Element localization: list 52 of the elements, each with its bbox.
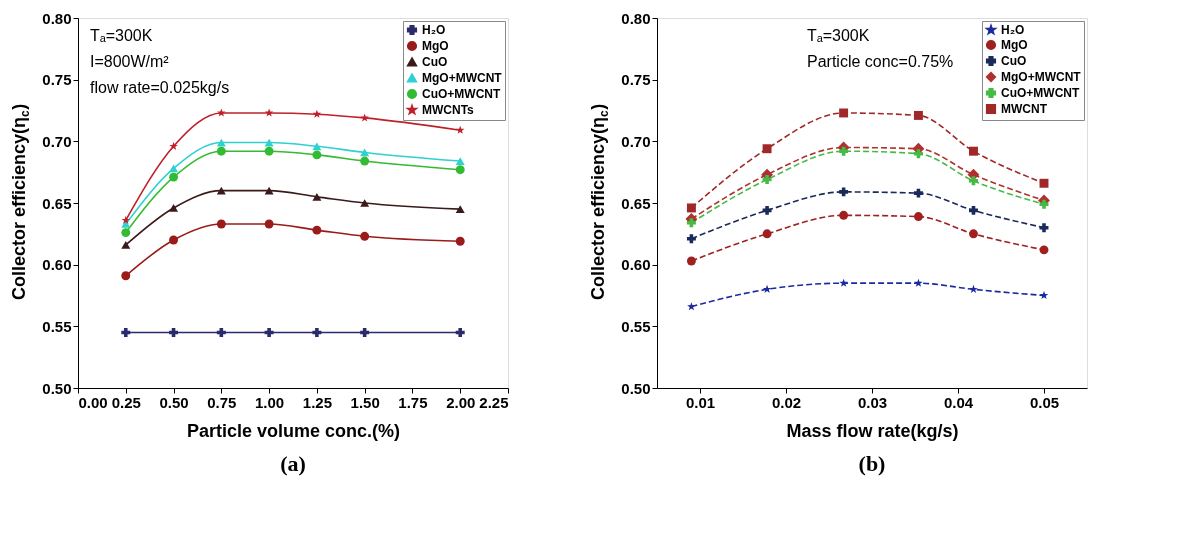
- y-tick-label: 0.60: [42, 256, 72, 274]
- y-tick-label: 0.80: [621, 9, 651, 27]
- text: (a): [280, 451, 306, 476]
- annotation: Particle conc=0.75%: [807, 53, 954, 70]
- x-axis-title: Mass flow rate(kg/s): [786, 420, 959, 441]
- legend-label: MWCNTs: [422, 103, 475, 117]
- legend-label: MgO+MWCNT: [422, 71, 503, 85]
- x-tick-label: 2.00: [446, 393, 476, 411]
- legend-label: CuO+MWCNT: [422, 87, 501, 101]
- x-tick-label: 0.50: [159, 393, 189, 411]
- y-tick-label: 0.75: [42, 71, 72, 89]
- x-tick-label: 1.00: [255, 393, 285, 411]
- y-axis-title: Collector efficiency(ηc): [9, 103, 32, 301]
- x-tick-label: 0.03: [857, 393, 888, 411]
- x-tick-label: 0.04: [943, 393, 974, 411]
- x-axis-title: Particle volume conc.(%): [186, 420, 401, 441]
- y-tick-label: 0.55: [42, 317, 72, 335]
- y-tick-label: 0.80: [42, 9, 72, 27]
- y-tick-label: 0.70: [42, 132, 72, 150]
- x-tick-label: 1.75: [398, 393, 428, 411]
- x-tick-label: 0.00: [78, 393, 108, 411]
- legend-label: MgO+MWCNT: [1001, 70, 1082, 84]
- y-tick-label: 0.70: [621, 132, 651, 150]
- y-axis-title: Collector efficiency(ηc): [588, 103, 611, 301]
- x-tick-label: 0.25: [111, 393, 141, 411]
- legend-label: MgO: [1001, 38, 1028, 52]
- legend-label: CuO: [422, 55, 448, 69]
- x-tick-label: 1.50: [350, 393, 380, 411]
- y-tick-label: 0.65: [621, 194, 651, 212]
- y-tick-label: 0.75: [621, 71, 651, 89]
- annotation: I=800W/m²: [90, 53, 170, 70]
- text: (b): [858, 451, 886, 476]
- legend-label: MWCNT: [1001, 102, 1048, 116]
- legend-label: H₂O: [1001, 23, 1025, 37]
- legend-label: MgO: [422, 39, 449, 53]
- y-tick-label: 0.60: [621, 256, 651, 274]
- x-tick-label: 0.05: [1029, 393, 1060, 411]
- y-tick-label: 0.55: [621, 317, 651, 335]
- x-tick-label: 0.75: [207, 393, 237, 411]
- annotation: flow rate=0.025kg/s: [90, 79, 230, 96]
- legend-label: H₂O: [422, 23, 446, 37]
- y-tick-label: 0.65: [42, 194, 72, 212]
- x-tick-label: 0.01: [685, 393, 716, 411]
- x-tick-label: 1.25: [302, 393, 332, 411]
- y-tick-label: 0.50: [621, 379, 651, 397]
- y-tick-label: 0.50: [42, 379, 72, 397]
- annotation: Tₐ=300K: [90, 27, 153, 44]
- legend-label: CuO+MWCNT: [1001, 86, 1080, 100]
- x-tick-label: 0.02: [771, 393, 802, 411]
- x-tick-label: 2.25: [479, 393, 509, 411]
- annotation: Tₐ=300K: [807, 27, 870, 44]
- legend-label: CuO: [1001, 54, 1027, 68]
